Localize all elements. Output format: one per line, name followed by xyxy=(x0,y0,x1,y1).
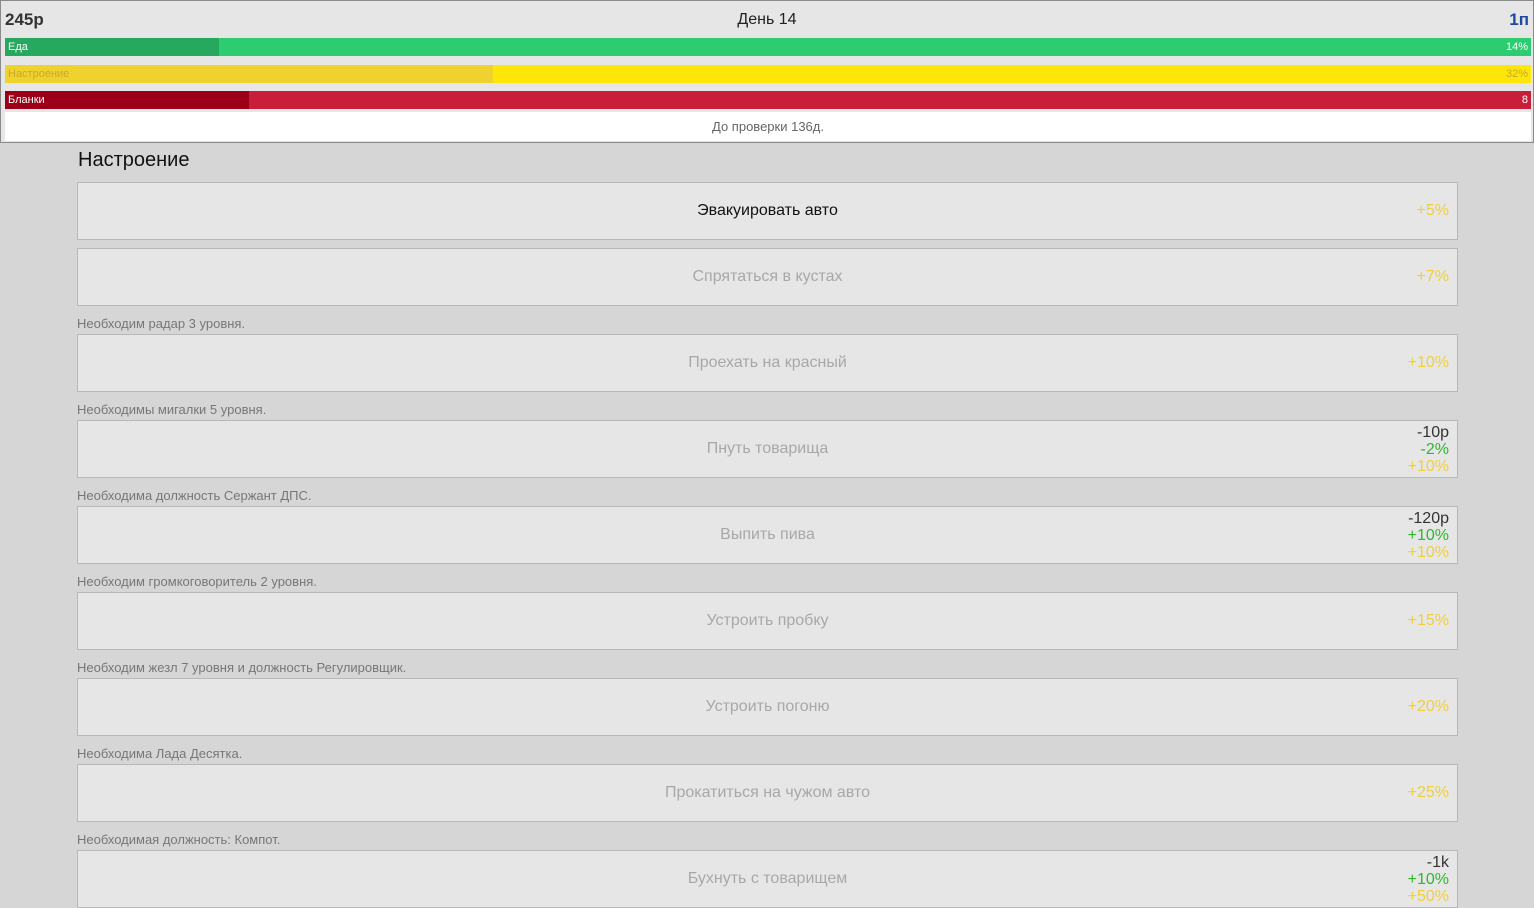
action-button[interactable]: Выпить пива -120р +10% +10% xyxy=(77,506,1458,564)
stat-bar: Еда 14% xyxy=(5,38,1531,56)
requirement-hint: Необходима должность Сержант ДПС. xyxy=(77,488,312,503)
stat-bar-label: Еда xyxy=(8,41,28,53)
action-button[interactable]: Спрятаться в кустах +7% xyxy=(77,248,1458,306)
action-effects: -120р +10% +10% xyxy=(1408,510,1449,561)
action-button[interactable]: Бухнуть с товарищем -1k +10% +50% xyxy=(77,850,1458,908)
action-button[interactable]: Устроить погоню +20% xyxy=(77,678,1458,736)
stat-bar: Бланки 8 xyxy=(5,91,1531,109)
action-button[interactable]: Эвакуировать авто +5% xyxy=(77,182,1458,240)
stat-bar-fill xyxy=(5,64,494,83)
stat-bar-value: 8 xyxy=(1521,94,1528,106)
effect-mood: +10% xyxy=(1407,544,1449,561)
action-effects: +20% xyxy=(1408,698,1449,715)
action-effects: +25% xyxy=(1408,784,1449,801)
action-label: Спрятаться в кустах xyxy=(692,268,843,285)
action-button[interactable]: Проехать на красный +10% xyxy=(77,334,1458,392)
stat-bar-label: Бланки xyxy=(8,94,45,106)
stat-bar: Настроение 32% xyxy=(5,64,1531,83)
stat-bar-value: 32% xyxy=(1505,67,1528,80)
requirement-hint: Необходим радар 3 уровня. xyxy=(77,316,246,331)
day-counter: День 14 xyxy=(737,11,797,28)
effect-mood: +7% xyxy=(1416,268,1449,285)
action-label: Эвакуировать авто xyxy=(697,202,838,219)
effect-mood: +15% xyxy=(1407,612,1449,629)
effect-mood: +5% xyxy=(1416,202,1449,219)
action-label: Выпить пива xyxy=(720,526,815,543)
section-title: Настроение xyxy=(78,149,190,171)
action-label: Проехать на красный xyxy=(688,354,847,371)
effect-mood: +10% xyxy=(1407,354,1449,371)
action-label: Бухнуть с товарищем xyxy=(687,870,848,887)
action-label: Прокатиться на чужом авто xyxy=(664,784,871,801)
effect-health: +10% xyxy=(1407,527,1449,544)
effect-mood: +50% xyxy=(1407,888,1449,905)
action-label: Пнуть товарища xyxy=(706,440,829,457)
effect-health: -2% xyxy=(1420,441,1449,458)
action-effects: +10% xyxy=(1408,354,1449,371)
action-effects: -10р -2% +10% xyxy=(1408,424,1449,475)
effect-money: -10р xyxy=(1416,424,1449,441)
requirement-hint: Необходимая должность: Компот. xyxy=(77,832,281,847)
status-hud: 245р День 14 1п Еда 14% Настроение 32% Бланк… xyxy=(0,0,1534,143)
effect-mood: +20% xyxy=(1407,698,1449,715)
action-effects: +5% xyxy=(1417,202,1449,219)
money-counter: 245р xyxy=(5,10,44,29)
action-button[interactable]: Пнуть товарища -10р -2% +10% xyxy=(77,420,1458,478)
effect-money: -120р xyxy=(1408,510,1449,527)
action-effects: +15% xyxy=(1408,612,1449,629)
effect-mood: +10% xyxy=(1407,458,1449,475)
effect-mood: +25% xyxy=(1407,784,1449,801)
stat-bar-value: 14% xyxy=(1505,41,1528,53)
action-label: Устроить погоню xyxy=(705,698,830,715)
stat-bar-fill xyxy=(5,38,219,56)
requirement-hint: Необходима Лада Десятка. xyxy=(77,746,243,761)
stat-bar-label: Настроение xyxy=(8,67,70,80)
action-effects: -1k +10% +50% xyxy=(1408,854,1449,905)
stat-bar-fill xyxy=(5,91,250,109)
action-button[interactable]: Прокатиться на чужом авто +25% xyxy=(77,764,1458,822)
action-button[interactable]: Устроить пробку +15% xyxy=(77,592,1458,650)
level-counter: 1п xyxy=(1509,10,1529,29)
effect-health: +10% xyxy=(1407,871,1449,888)
action-effects: +7% xyxy=(1417,268,1449,285)
effect-money: -1k xyxy=(1426,854,1449,871)
inspection-countdown: До проверки 136д. xyxy=(5,112,1531,141)
action-label: Устроить пробку xyxy=(706,612,829,629)
requirement-hint: Необходим громкоговоритель 2 уровня. xyxy=(77,574,317,589)
requirement-hint: Необходим жезл 7 уровня и должность Регу… xyxy=(77,660,407,675)
requirement-hint: Необходимы мигалки 5 уровня. xyxy=(77,402,267,417)
